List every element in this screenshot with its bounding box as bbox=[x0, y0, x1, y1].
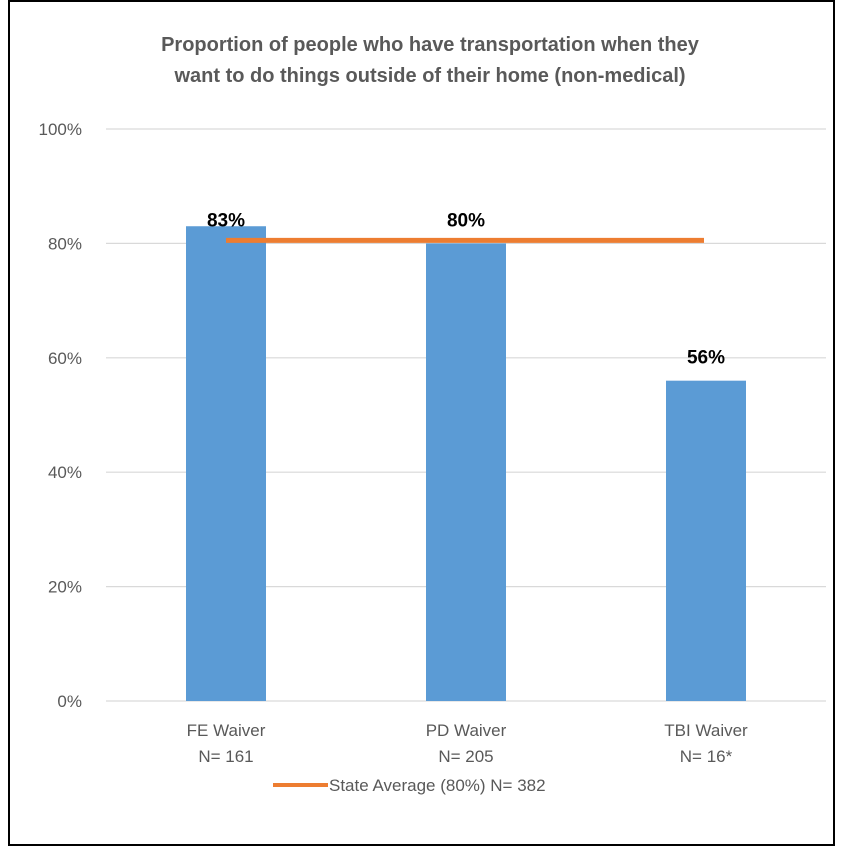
y-tick-label: 100% bbox=[39, 120, 82, 139]
legend-label-state-average: State Average (80%) N= 382 bbox=[329, 776, 546, 795]
chart-title: Proportion of people who have transporta… bbox=[161, 34, 700, 87]
y-tick-label: 40% bbox=[48, 463, 82, 482]
x-category-label: TBI Waiver bbox=[664, 721, 748, 740]
legend: State Average (80%) N= 382 bbox=[273, 776, 546, 795]
bar bbox=[186, 226, 266, 702]
bar-chart: Proportion of people who have transporta… bbox=[39, 34, 826, 795]
bars bbox=[186, 226, 746, 702]
x-axis-category-labels: FE Waiver N= 161 PD Waiver N= 205 TBI Waiver… bbox=[187, 721, 748, 766]
bar bbox=[666, 380, 746, 701]
x-category-label: N= 205 bbox=[438, 747, 493, 766]
y-tick-label: 0% bbox=[57, 692, 82, 711]
x-category-label: N= 161 bbox=[198, 747, 253, 766]
y-tick-label: 20% bbox=[48, 578, 82, 597]
data-label: 56% bbox=[687, 348, 725, 369]
data-label: 83% bbox=[207, 210, 245, 231]
data-labels: 83% 80% 56% bbox=[207, 210, 725, 368]
y-axis-tick-labels: 0% 20% 40% 60% 80% 100% bbox=[39, 120, 82, 711]
x-category-label: FE Waiver bbox=[187, 721, 266, 740]
bar bbox=[426, 243, 506, 701]
data-label: 80% bbox=[447, 210, 485, 231]
y-tick-label: 60% bbox=[48, 349, 82, 368]
y-tick-label: 80% bbox=[48, 234, 82, 253]
x-category-label: PD Waiver bbox=[426, 721, 507, 740]
chart-title-line-1: Proportion of people who have transporta… bbox=[161, 34, 700, 56]
x-category-label: N= 16* bbox=[680, 747, 733, 766]
chart-title-line-2: want to do things outside of their home … bbox=[173, 65, 685, 87]
chart-frame: Proportion of people who have transporta… bbox=[8, 0, 835, 846]
